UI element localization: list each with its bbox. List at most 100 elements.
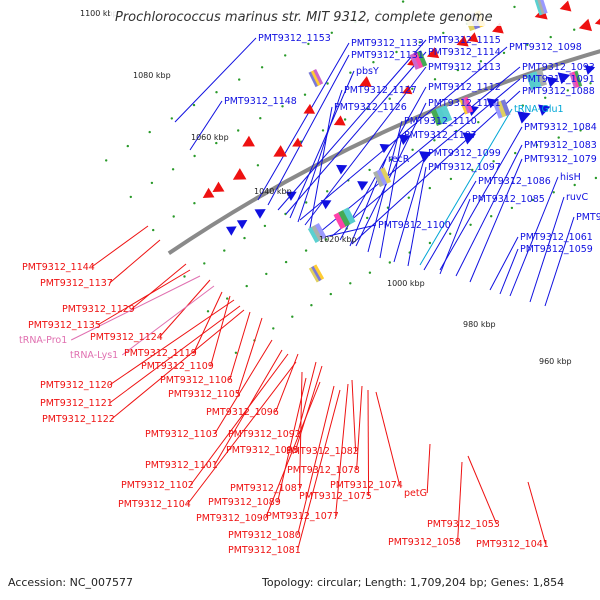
gene-label[interactable]: PMT9312_1124 [90, 332, 163, 343]
gene-label[interactable]: PMT9312_1112 [428, 82, 501, 93]
gene-label[interactable]: PMT9312_1153 [258, 33, 331, 44]
gene-label[interactable]: PMT9312_1137 [40, 278, 113, 289]
tick-dot [329, 292, 332, 296]
gene-label[interactable]: PMT9312_1075 [299, 491, 372, 502]
tick-dot [171, 168, 175, 171]
gene-label[interactable]: PMT9312_1121 [40, 398, 113, 409]
gene-label[interactable]: PMT9312_1107 [404, 130, 477, 141]
tick-dot [449, 177, 453, 181]
kbp-tick-label: 1000 kbp [387, 279, 425, 288]
feature-block-stripe [308, 267, 320, 283]
gene-label[interactable]: PMT9312_1095 [226, 445, 299, 456]
gene-label[interactable]: PMT9312_1087 [230, 483, 303, 494]
gene-label[interactable]: PMT9312_1103 [145, 429, 218, 440]
gene-label[interactable]: PMT9312_1101 [145, 460, 218, 471]
gene-label[interactable]: PMT9312_1084 [524, 122, 597, 133]
leader-line [319, 66, 521, 233]
tick-dot [549, 35, 552, 39]
gene-label[interactable]: PMT9312_1106 [160, 375, 233, 386]
gene-label[interactable]: PMT9312_1104 [118, 499, 191, 510]
gene-label[interactable]: PMT9312_1085 [472, 194, 545, 205]
gene-label[interactable]: PMT9312_1077 [266, 511, 339, 522]
trna-label[interactable]: tRNA-Pro1 [19, 335, 67, 346]
tick-dot [366, 216, 369, 220]
gene-label[interactable]: PMT9312_1105 [168, 389, 241, 400]
feature-block [569, 70, 583, 89]
tick-dot [469, 223, 472, 226]
gene-label[interactable]: PMT9312_1063 [576, 212, 600, 223]
gene-label[interactable]: PMT9312_1061 [520, 232, 593, 243]
gene-label[interactable]: petG [404, 488, 427, 499]
gene-label[interactable]: PMT9312_1088 [522, 86, 595, 97]
gene-label[interactable]: PMT9312_1100 [378, 220, 451, 231]
map-title: Prochlorococcus marinus str. MIT 9312, c… [115, 10, 493, 25]
gene-label[interactable]: PMT9312_1079 [524, 154, 597, 165]
gene-label[interactable]: PMT9312_1059 [520, 244, 593, 255]
leader-line [237, 317, 263, 395]
tick-dot [535, 144, 539, 147]
leader-line [426, 443, 431, 494]
gene-label[interactable]: PMT9312_1129 [62, 304, 135, 315]
gene-label[interactable]: PMT9312_1096 [206, 407, 279, 418]
gene-label[interactable]: PMT9312_1144 [22, 262, 95, 273]
gene-label[interactable]: PMT9312_1111 [428, 98, 501, 109]
gene-label[interactable]: PMT9312_1082 [286, 446, 359, 457]
gene-label[interactable]: PMT9312_1058 [388, 537, 461, 548]
gene-label[interactable]: PMT9312_1097 [428, 162, 501, 173]
tick-dot [566, 89, 569, 92]
gene-label[interactable]: PMT9312_1135 [28, 320, 101, 331]
tick-dot [203, 262, 206, 265]
title-backdrop [110, 4, 505, 26]
gene-label[interactable]: PMT9312_1081 [228, 545, 301, 556]
gene-label[interactable]: PMT9312_1131 [351, 50, 424, 61]
gene-label[interactable]: PMT9312_1080 [228, 530, 301, 541]
reverse-gene-arrow [232, 168, 247, 180]
gene-label[interactable]: PMT9312_1099 [428, 148, 501, 159]
gene-label[interactable]: ruvC [566, 192, 589, 203]
gene-label[interactable]: PMT9312_1109 [141, 361, 214, 372]
gene-label[interactable]: PMT9312_1074 [330, 480, 403, 491]
gene-label[interactable]: hisH [560, 172, 581, 183]
leader-line [70, 275, 201, 341]
gene-label[interactable]: PMT9312_1102 [121, 480, 194, 491]
trna-label[interactable]: tRNA-Lys1 [70, 350, 118, 361]
gene-label[interactable]: PMT9312_1086 [478, 176, 551, 187]
tick-dot [256, 164, 260, 167]
feature-block-stripe [500, 99, 511, 116]
gene-label[interactable]: PMT9312_1093 [522, 62, 595, 73]
gene-label[interactable]: PMT9312_1126 [334, 102, 407, 113]
forward-gene-arrow [225, 226, 237, 236]
gene-label[interactable]: PMT9312_1127 [344, 85, 417, 96]
gene-label[interactable]: PMT9312_1053 [427, 519, 500, 530]
tick-dot [260, 66, 264, 69]
forward-gene-arrow [486, 98, 498, 109]
gene-label[interactable]: PMT9312_1078 [287, 465, 360, 476]
gene-label[interactable]: recR [388, 154, 410, 165]
gene-label[interactable]: PMT9312_1115 [428, 35, 501, 46]
tick-dot [343, 118, 347, 121]
feature-block [526, 69, 547, 90]
gene-label[interactable]: PMT9312_1114 [428, 47, 501, 58]
gene-label[interactable]: PMT9312_1113 [428, 62, 501, 73]
gene-label[interactable]: PMT9312_1092 [228, 429, 301, 440]
tick-dot [291, 315, 294, 318]
gene-label[interactable]: PMT9312_1089 [208, 497, 281, 508]
leader-line [297, 385, 335, 536]
gene-label[interactable]: PMT9312_1041 [476, 539, 549, 550]
gene-label[interactable]: PMT9312_1083 [524, 140, 597, 151]
gene-label[interactable]: PMT9312_1122 [42, 414, 115, 425]
feature-block-stripe [569, 72, 578, 89]
gene-label[interactable]: PMT9312_1133 [351, 38, 424, 49]
trna-label[interactable]: tRNA-Glu1 [514, 104, 564, 115]
gene-label[interactable]: PMT9312_1110 [404, 116, 477, 127]
gene-label[interactable]: PMT9312_1091 [522, 74, 595, 85]
tick-dot [193, 202, 196, 205]
gene-label[interactable]: PMT9312_1148 [224, 96, 297, 107]
gene-label[interactable]: PMT9312_1120 [40, 380, 113, 391]
gene-label[interactable]: pbsY [356, 66, 379, 77]
gene-label[interactable]: PMT9312_1098 [509, 42, 582, 53]
tick-dot [281, 105, 284, 108]
leader-line [339, 86, 427, 241]
gene-label[interactable]: PMT9312_1090 [196, 513, 269, 524]
gene-label[interactable]: PMT9312_1119 [124, 348, 197, 359]
